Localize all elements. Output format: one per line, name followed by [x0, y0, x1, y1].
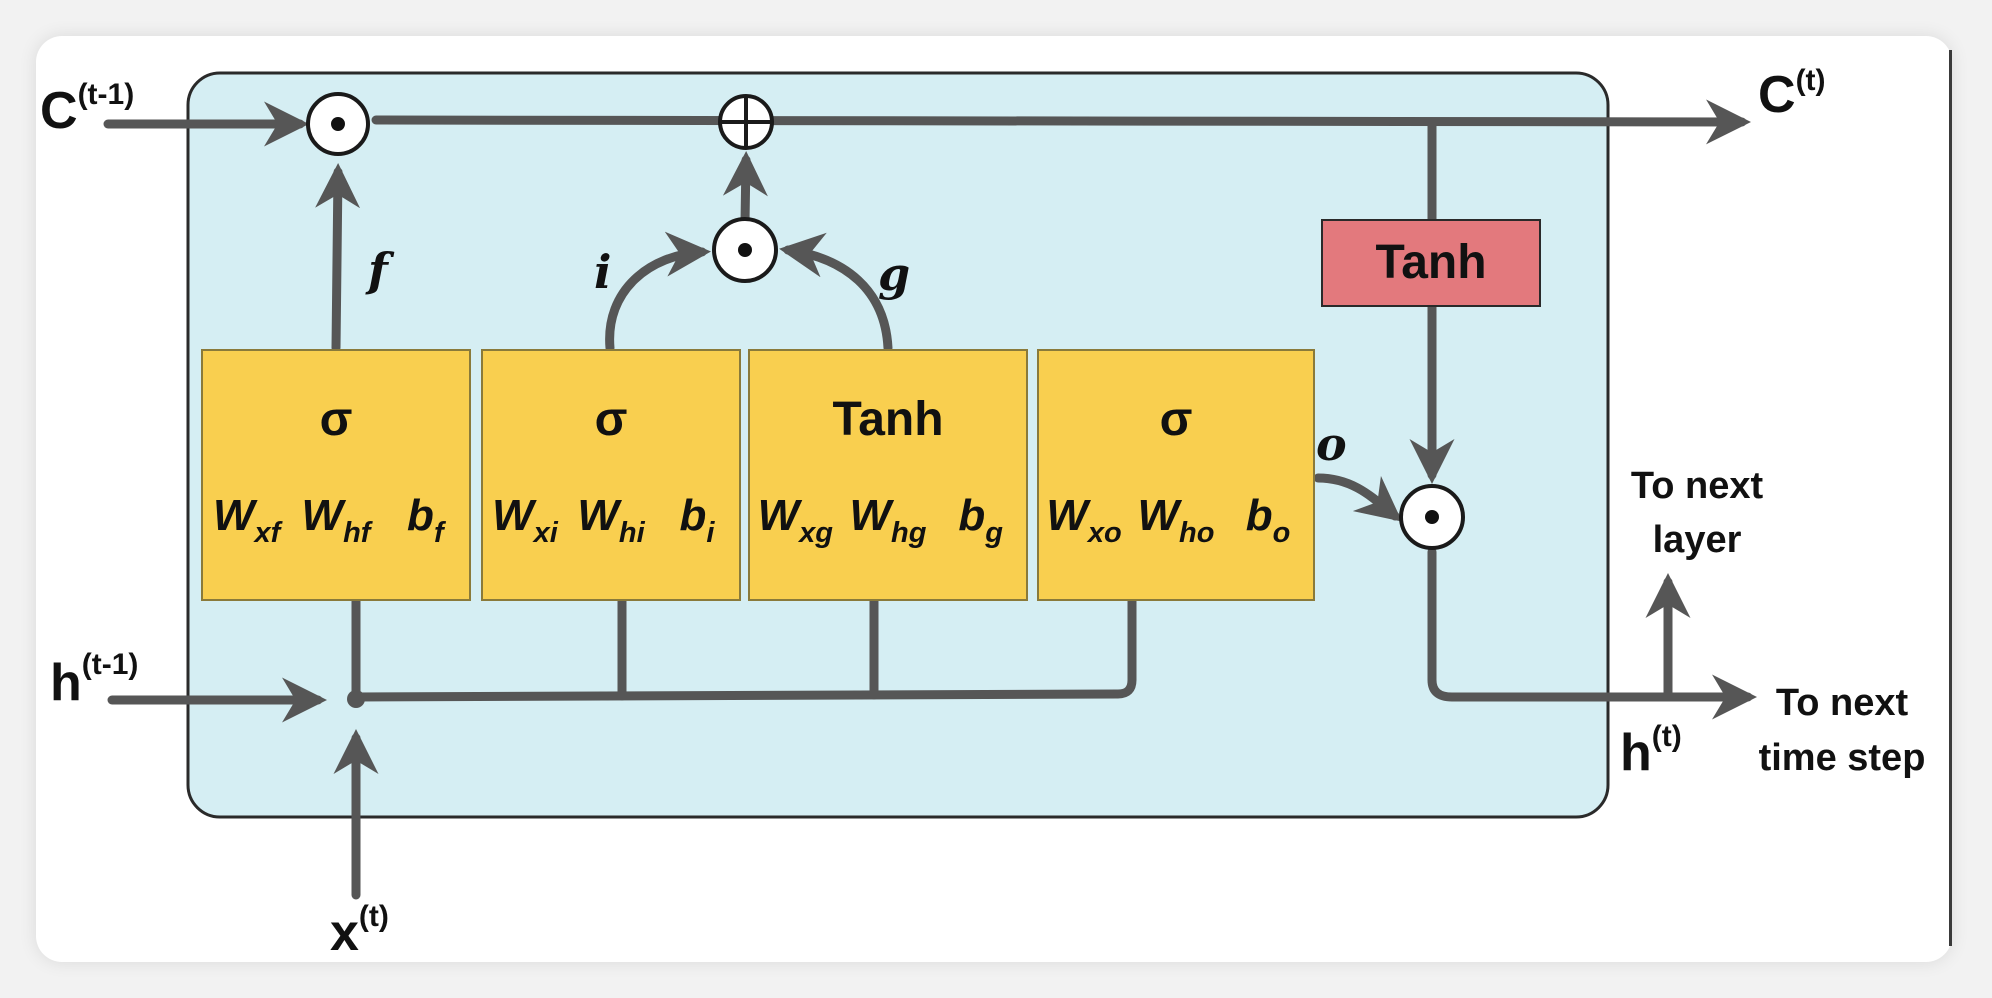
forget-gate-param-2-subscript: hf — [343, 517, 374, 549]
h-bus-line — [351, 593, 1137, 702]
c-prev-letter: C — [40, 82, 78, 140]
forget-multiply-op — [306, 92, 370, 156]
forget-gate-param-3-symbol: b — [407, 491, 434, 540]
output-gate-param-2-subscript: ho — [1179, 517, 1214, 549]
output-gate-param-2: Who — [1138, 491, 1215, 549]
output-gate-param-1-symbol: W — [1046, 491, 1091, 540]
cell-state-line — [371, 99, 1751, 145]
signal-i: i — [594, 245, 611, 299]
hidden-output-line — [1427, 547, 1757, 720]
candidate-gate-rect — [748, 349, 1028, 601]
cell-tanh-label: Tanh — [1375, 236, 1486, 289]
right-border-line — [1949, 50, 1952, 946]
forget-gate-param-1-subscript: xf — [253, 517, 284, 549]
candidate-arc — [779, 232, 893, 353]
forget-gate-line — [315, 163, 361, 353]
to-next-layer-line2: layer — [1653, 519, 1742, 561]
forget-gate-rect — [201, 349, 471, 601]
input-gate-arc — [605, 231, 711, 353]
candidate-gate-param-1: Wxg — [758, 491, 834, 549]
x-label: x(t) — [330, 900, 389, 962]
signal-o: o — [1316, 417, 1347, 471]
output-gate-param-3-symbol: b — [1246, 491, 1273, 540]
output-gate-param-3-subscript: o — [1273, 517, 1291, 549]
c-next-letter: C — [1758, 66, 1796, 124]
output-gate-param-1-subscript: xo — [1086, 517, 1122, 549]
output-gate-param-1: Wxo — [1046, 491, 1121, 549]
c-prev-sup: (t-1) — [78, 78, 135, 111]
x-letter: x — [330, 904, 359, 962]
ig-to-add-line — [722, 151, 768, 227]
add-op — [718, 94, 774, 150]
signal-g: g — [878, 247, 910, 301]
forget-gate-param-1: Wxf — [213, 491, 284, 549]
output-gate-param-2-symbol: W — [1138, 491, 1183, 540]
input-multiply-op — [712, 217, 778, 283]
candidate-gate-param-2-subscript: hg — [891, 517, 927, 549]
to-next-step-line2: time step — [1759, 737, 1926, 779]
candidate-gate-param-1-symbol: W — [758, 491, 803, 540]
output-gate-activation: σ — [1160, 393, 1193, 446]
h-prev-letter: h — [50, 654, 82, 712]
to-next-step-line1: To next — [1776, 682, 1909, 724]
candidate-gate-param-3-symbol: b — [958, 491, 985, 540]
junction-dot — [347, 690, 365, 708]
output-gate-arc — [1313, 473, 1403, 522]
forget-gate-param-1-symbol: W — [213, 491, 258, 540]
h-prev-sup: (t-1) — [82, 648, 139, 681]
input-gate-param-1-subscript: xi — [532, 517, 559, 549]
input-gate-param-2-symbol: W — [577, 491, 622, 540]
x-sup: (t) — [359, 900, 389, 933]
output-gate-param-3: bo — [1246, 491, 1291, 549]
h-next-label: h(t) — [1620, 720, 1682, 782]
input-gate-param-3: bi — [680, 491, 716, 549]
candidate-gate-param-2: Whg — [850, 491, 927, 549]
candidate-gate-param-3: bg — [958, 491, 1003, 549]
h-next-sup: (t) — [1652, 720, 1682, 753]
input-gate-param-3-symbol: b — [680, 491, 707, 540]
candidate-gate-param-2-symbol: W — [850, 491, 895, 540]
input-gate-param-2-subscript: hi — [619, 517, 646, 549]
input-gate-param-1: Wxi — [492, 491, 559, 549]
input-gate-rect — [481, 349, 741, 601]
output-gate-rect — [1037, 349, 1315, 601]
h-next-letter: h — [1620, 724, 1652, 782]
output-multiply-op — [1399, 484, 1465, 550]
forget-gate-param-2-symbol: W — [302, 491, 347, 540]
candidate-gate-activation: Tanh — [832, 393, 943, 446]
candidate-gate-param-3-subscript: g — [984, 517, 1003, 549]
input-gate-activation: σ — [595, 393, 628, 446]
h-prev-label: h(t-1) — [50, 648, 138, 712]
to-next-layer-line1: To next — [1631, 465, 1764, 507]
input-gate-param-2: Whi — [577, 491, 645, 549]
input-gate-param-1-symbol: W — [492, 491, 537, 540]
c-prev-label: C(t-1) — [40, 78, 134, 140]
c-next-sup: (t) — [1796, 64, 1826, 97]
cell-tanh-box — [1321, 219, 1541, 307]
candidate-gate-param-1-subscript: xg — [797, 517, 833, 549]
forget-gate-activation: σ — [320, 393, 353, 446]
forget-gate-param-2: Whf — [302, 491, 374, 549]
input-gate-param-3-subscript: i — [706, 517, 715, 549]
c-next-label: C(t) — [1758, 64, 1826, 124]
